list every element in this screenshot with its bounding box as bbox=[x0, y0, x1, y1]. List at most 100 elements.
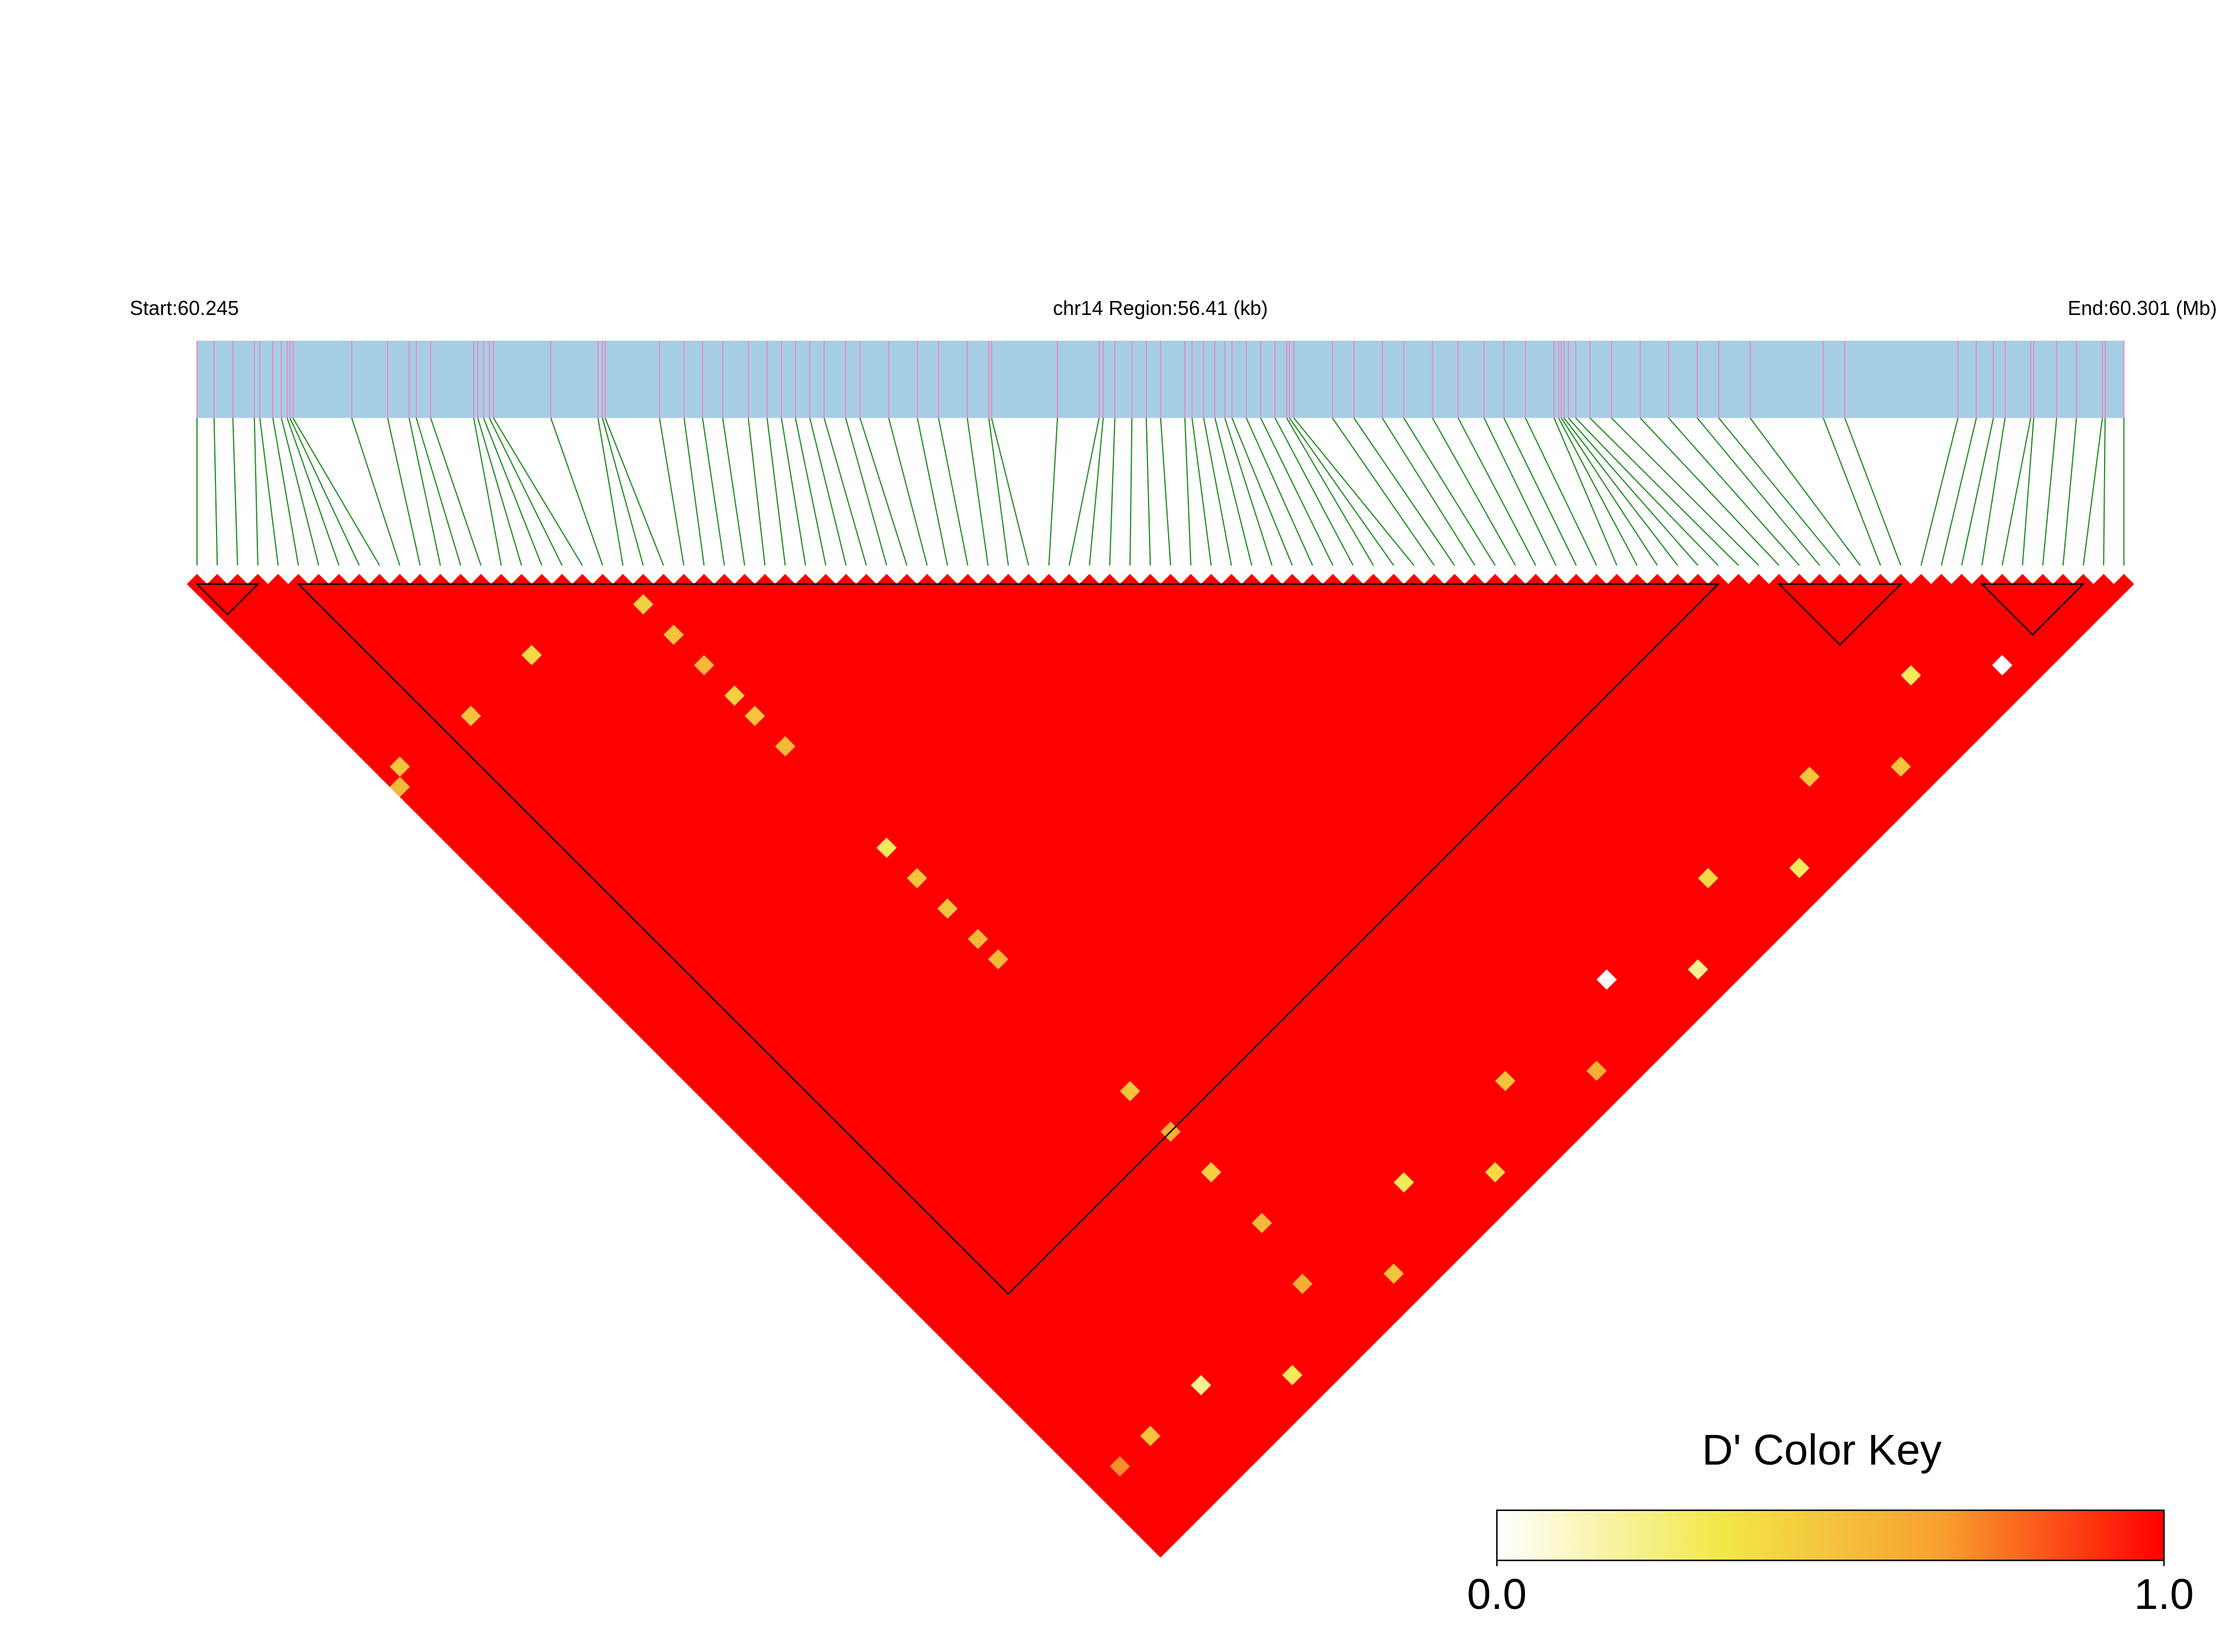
snp-connector bbox=[1403, 417, 1496, 566]
ld-cell bbox=[724, 685, 745, 706]
snp-connector bbox=[1524, 417, 1597, 566]
snp-connector bbox=[722, 418, 746, 566]
snp-connector bbox=[1381, 417, 1476, 566]
snp-connector bbox=[1432, 417, 1516, 566]
snp-connector bbox=[1844, 417, 1902, 566]
snp-connector bbox=[473, 418, 502, 566]
snp-connector bbox=[488, 417, 563, 566]
snp-diamond bbox=[1951, 573, 1972, 595]
snp-diamond bbox=[1728, 573, 1749, 595]
snp-connector bbox=[683, 418, 705, 566]
snp-connector bbox=[213, 418, 218, 566]
snp-connector bbox=[824, 417, 867, 566]
snp-connector bbox=[1286, 417, 1374, 566]
snp-connector bbox=[658, 418, 685, 566]
snp-connector bbox=[280, 417, 319, 566]
snp-connector bbox=[1749, 417, 1861, 566]
snp-connector bbox=[1920, 417, 1959, 566]
snp-connector bbox=[1697, 417, 1820, 566]
snp-diamond bbox=[1748, 573, 1769, 595]
snp-connector bbox=[292, 417, 380, 566]
colorbar bbox=[1496, 1509, 2165, 1561]
snp-connector bbox=[1231, 417, 1293, 566]
snp-connector bbox=[387, 417, 421, 566]
snp-connector bbox=[232, 418, 238, 566]
snp-connector bbox=[1089, 418, 1104, 566]
snp-connector bbox=[2082, 418, 2103, 566]
snp-connector bbox=[1554, 417, 1617, 566]
snp-connector bbox=[766, 418, 786, 566]
snp-connector bbox=[2042, 418, 2058, 566]
snp-diamond bbox=[1931, 573, 1952, 595]
snp-connector bbox=[1941, 417, 1977, 566]
snp-connector bbox=[272, 418, 299, 566]
region-label: chr14 Region:56.41 (kb) bbox=[1053, 297, 1268, 319]
snp-connector bbox=[1145, 418, 1151, 566]
ld-cell bbox=[389, 776, 410, 797]
ld-cell bbox=[775, 736, 796, 757]
start-label: Start:60.245 bbox=[130, 297, 239, 319]
snp-connector bbox=[702, 418, 725, 566]
snp-connector bbox=[938, 418, 968, 566]
ld-cell bbox=[1586, 1061, 1607, 1081]
ld-cell bbox=[907, 868, 928, 888]
snp-connector bbox=[416, 417, 462, 566]
snp-connector bbox=[1611, 417, 1759, 566]
snp-connector bbox=[286, 417, 340, 566]
snp-connector bbox=[1191, 418, 1212, 566]
snp-connector bbox=[259, 418, 279, 566]
ld-block bbox=[1777, 583, 1903, 646]
snp-connector bbox=[483, 417, 543, 566]
snp-connector bbox=[1274, 417, 1354, 566]
snp-connector bbox=[1563, 417, 1678, 566]
snp-connector bbox=[1214, 417, 1253, 566]
snp-connector bbox=[988, 418, 1009, 566]
ld-cell bbox=[967, 929, 989, 949]
snp-connector bbox=[1457, 417, 1536, 566]
ld-cell bbox=[1890, 756, 1911, 777]
snp-connector bbox=[845, 417, 887, 566]
ld-cell bbox=[1495, 1071, 1516, 1091]
colorbar-title: D' Color Key bbox=[1702, 1427, 1942, 1474]
snp-connector bbox=[1129, 418, 1133, 566]
snp-connector bbox=[1203, 418, 1232, 566]
ld-cell bbox=[1992, 655, 2013, 676]
snp-connector bbox=[1288, 417, 1395, 566]
ld-background bbox=[186, 584, 2134, 1558]
snp-connector bbox=[1668, 417, 1800, 566]
ld-cell bbox=[1251, 1212, 1272, 1234]
snp-connector bbox=[1503, 417, 1577, 566]
ld-cell bbox=[745, 705, 765, 726]
snp-connector bbox=[1069, 418, 1100, 566]
ld-cell bbox=[1119, 1081, 1141, 1102]
snp-connector bbox=[1224, 417, 1273, 566]
ld-cell bbox=[633, 594, 653, 615]
ld-cell bbox=[1789, 858, 1810, 878]
snp-connector bbox=[916, 418, 948, 566]
snp-connector bbox=[1483, 417, 1557, 566]
snp-connector bbox=[430, 417, 482, 566]
snp-connector bbox=[1331, 417, 1435, 566]
ld-block bbox=[297, 583, 1720, 1295]
snp-diamond bbox=[268, 573, 289, 595]
snp-connector bbox=[289, 417, 360, 566]
snp-connector bbox=[1560, 417, 1658, 566]
snp-connector bbox=[1961, 417, 1994, 566]
snp-connector bbox=[966, 418, 989, 566]
colorbar-tick-label: 1.0 bbox=[2134, 1571, 2194, 1618]
colorbar-tick-label: 0.0 bbox=[1467, 1571, 1527, 1618]
snp-connector bbox=[253, 418, 258, 566]
snp-connector bbox=[2062, 418, 2077, 566]
snp-connector bbox=[1245, 417, 1314, 566]
ld-cell bbox=[663, 624, 684, 645]
ld-cell bbox=[1109, 1456, 1130, 1477]
snp-connector bbox=[351, 417, 401, 566]
ld-cell bbox=[1292, 1273, 1313, 1294]
snp-connector bbox=[1160, 418, 1171, 566]
snp-connector bbox=[1718, 417, 1841, 566]
snp-connector bbox=[1568, 417, 1698, 566]
snp-connector bbox=[809, 417, 847, 566]
snp-connector bbox=[550, 417, 604, 566]
ld-cell bbox=[1687, 959, 1709, 980]
